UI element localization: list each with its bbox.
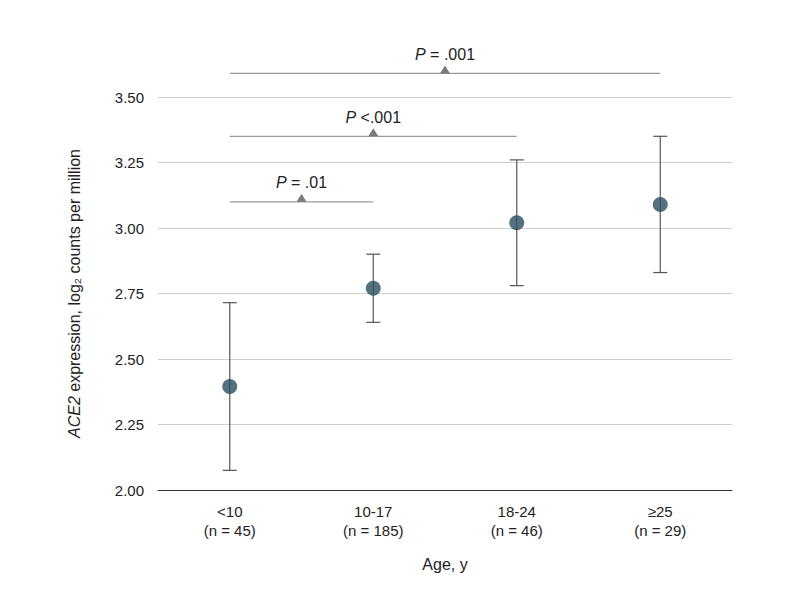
svg-text:ACE2: ACE2	[66, 396, 83, 439]
svg-text:= .01: = .01	[287, 174, 328, 191]
svg-text:P: P	[345, 109, 356, 126]
svg-text:(n = 29): (n = 29)	[634, 522, 686, 539]
svg-text:Age, y: Age, y	[422, 556, 467, 573]
svg-text:<.001: <.001	[356, 109, 401, 126]
svg-text:3.50: 3.50	[115, 89, 144, 106]
svg-text:= .001: = .001	[426, 46, 475, 63]
svg-text:18-24: 18-24	[498, 503, 536, 520]
svg-text:≥25: ≥25	[648, 503, 673, 520]
svg-text:(n = 45): (n = 45)	[204, 522, 256, 539]
svg-text:3.25: 3.25	[115, 154, 144, 171]
svg-text:2.00: 2.00	[115, 482, 144, 499]
svg-text:<10: <10	[217, 503, 242, 520]
svg-text:P: P	[276, 174, 287, 191]
svg-text:10-17: 10-17	[354, 503, 392, 520]
svg-text:3.00: 3.00	[115, 220, 144, 237]
svg-text:2.50: 2.50	[115, 351, 144, 368]
svg-text:expression, log₂ counts per mi: expression, log₂ counts per million	[66, 149, 83, 396]
svg-text:P: P	[415, 46, 426, 63]
svg-text:(n = 46): (n = 46)	[491, 522, 543, 539]
svg-text:(n = 185): (n = 185)	[343, 522, 403, 539]
svg-text:2.75: 2.75	[115, 285, 144, 302]
svg-text:2.25: 2.25	[115, 416, 144, 433]
